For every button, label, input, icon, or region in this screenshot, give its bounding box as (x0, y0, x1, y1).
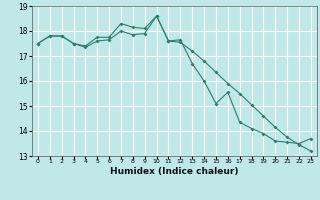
X-axis label: Humidex (Indice chaleur): Humidex (Indice chaleur) (110, 167, 239, 176)
